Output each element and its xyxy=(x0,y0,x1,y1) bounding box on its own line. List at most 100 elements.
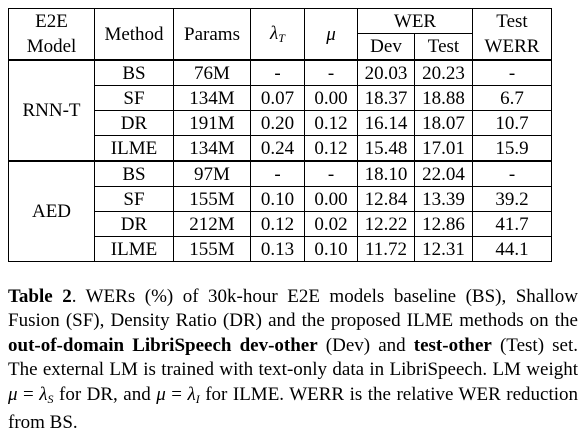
header-mu: μ xyxy=(304,8,358,61)
cell-params: 134M xyxy=(173,135,251,162)
table-row: RNN-T BS 76M - - 20.03 20.23 - xyxy=(8,59,552,162)
cell-test: 13.39 xyxy=(414,186,473,212)
cell-params: 212M xyxy=(173,211,251,237)
cell-method: ILME xyxy=(94,236,174,262)
cell-lambda: 0.07 xyxy=(250,85,305,111)
table-caption: Table 2. WERs (%) of 30k-hour E2E models… xyxy=(8,285,578,435)
cell-werr: 15.9 xyxy=(472,135,552,162)
caption-text-5: for ILME. WERR is the relative WER reduc… xyxy=(8,383,579,434)
cell-lambda: 0.13 xyxy=(250,236,305,262)
table-row: ILME 155M 0.13 0.10 11.72 12.31 44.1 xyxy=(9,236,552,262)
cell-werr: - xyxy=(472,160,552,187)
cell-test: 12.86 xyxy=(414,211,473,237)
cell-mu: 0.02 xyxy=(304,211,358,237)
caption-lambda-symbol: λ xyxy=(187,383,196,405)
caption-mu-2: μ xyxy=(156,383,166,405)
cell-mu: 0.12 xyxy=(304,110,358,136)
table-row: AED BS 97M - - 18.10 22.04 - xyxy=(8,160,552,262)
caption-bold-dev: out-of-domain LibriSpeech dev-other xyxy=(8,334,318,356)
cell-lambda: - xyxy=(250,160,305,187)
header-row-2: Dev Test xyxy=(9,33,552,61)
lambda-subscript: T xyxy=(278,31,285,45)
cell-mu: 0.12 xyxy=(304,135,358,162)
cell-dev: 20.03 xyxy=(357,59,415,86)
header-werr-line2: WERR xyxy=(484,36,540,57)
cell-dev: 12.84 xyxy=(357,186,415,212)
table-row: DR 212M 0.12 0.02 12.22 12.86 41.7 xyxy=(9,211,552,237)
caption-lambda-symbol: λ xyxy=(39,383,48,405)
cell-params: 191M xyxy=(173,110,251,136)
table-row: DR 191M 0.20 0.12 16.14 18.07 10.7 xyxy=(9,110,552,136)
cell-params: 97M xyxy=(173,160,251,187)
cell-dev: 18.37 xyxy=(357,85,415,111)
cell-params: 134M xyxy=(173,85,251,111)
cell-params: 155M xyxy=(173,186,251,212)
cell-werr: 44.1 xyxy=(472,236,552,262)
header-dev: Dev xyxy=(357,33,415,61)
lambda-symbol: λ xyxy=(270,23,279,44)
caption-text-3: (Test) set. The external LM is trained w… xyxy=(8,334,578,381)
cell-werr: 6.7 xyxy=(472,85,552,111)
model-cell-aed: AED xyxy=(8,160,95,262)
cell-werr: 39.2 xyxy=(472,186,552,212)
header-lambda-t: λT xyxy=(250,8,305,61)
header-werr-line1: Test xyxy=(496,11,528,32)
caption-mu-1: μ xyxy=(8,383,18,405)
cell-method: BS xyxy=(94,160,174,187)
cell-method: ILME xyxy=(94,135,174,162)
cell-dev: 12.22 xyxy=(357,211,415,237)
cell-werr: 41.7 xyxy=(472,211,552,237)
header-row-1: E2E Model Method Params λT μ WER Test WE… xyxy=(8,7,552,61)
header-params: Params xyxy=(173,8,251,61)
cell-test: 12.31 xyxy=(414,236,473,262)
cell-lambda: 0.24 xyxy=(250,135,305,162)
cell-test: 20.23 xyxy=(414,59,473,86)
cell-dev: 11.72 xyxy=(357,236,415,262)
results-table: E2E Model Method Params λT μ WER Test WE… xyxy=(8,7,552,262)
cell-test: 18.88 xyxy=(414,85,473,111)
caption-text-2: (Dev) and xyxy=(317,334,414,356)
cell-mu: 0.00 xyxy=(304,85,358,111)
cell-params: 155M xyxy=(173,236,251,262)
cell-lambda: 0.10 xyxy=(250,186,305,212)
cell-lambda: - xyxy=(250,59,305,86)
cell-werr: 10.7 xyxy=(472,110,552,136)
cell-mu: - xyxy=(304,160,358,187)
header-method: Method xyxy=(94,8,174,61)
cell-dev: 16.14 xyxy=(357,110,415,136)
cell-dev: 15.48 xyxy=(357,135,415,162)
cell-method: DR xyxy=(94,211,174,237)
caption-sub-s: S xyxy=(47,391,54,406)
caption-lambda-s: λS xyxy=(39,383,54,406)
cell-params: 76M xyxy=(173,59,251,86)
caption-sub-i: I xyxy=(195,391,200,406)
model-cell-rnnt: RNN-T xyxy=(8,59,95,162)
cell-method: BS xyxy=(94,59,174,86)
cell-test: 22.04 xyxy=(414,160,473,187)
cell-mu: - xyxy=(304,59,358,86)
table-row: SF 134M 0.07 0.00 18.37 18.88 6.7 xyxy=(9,85,552,111)
cell-lambda: 0.20 xyxy=(250,110,305,136)
cell-werr: - xyxy=(472,59,552,86)
cell-test: 17.01 xyxy=(414,135,473,162)
cell-method: SF xyxy=(94,186,174,212)
table-row: SF 155M 0.10 0.00 12.84 13.39 39.2 xyxy=(9,186,552,212)
cell-lambda: 0.12 xyxy=(250,211,305,237)
caption-lambda-i: λI xyxy=(187,383,200,406)
caption-text-1: . WERs (%) of 30k-hour E2E models baseli… xyxy=(8,286,578,332)
caption-eq-1: = xyxy=(17,383,40,405)
caption-bold-test: test-other xyxy=(413,334,492,356)
cell-dev: 18.10 xyxy=(357,160,415,187)
cell-mu: 0.00 xyxy=(304,186,358,212)
header-e2e-line2: Model xyxy=(26,36,77,57)
cell-test: 18.07 xyxy=(414,110,473,136)
cell-method: SF xyxy=(94,85,174,111)
header-test-werr: Test WERR xyxy=(472,8,552,61)
header-test: Test xyxy=(414,33,473,61)
cell-mu: 0.10 xyxy=(304,236,358,262)
caption-label: Table 2 xyxy=(8,286,72,307)
caption-text-4: for DR, and xyxy=(53,383,157,405)
header-e2e-line1: E2E xyxy=(35,11,68,32)
caption-eq-2: = xyxy=(165,383,188,405)
